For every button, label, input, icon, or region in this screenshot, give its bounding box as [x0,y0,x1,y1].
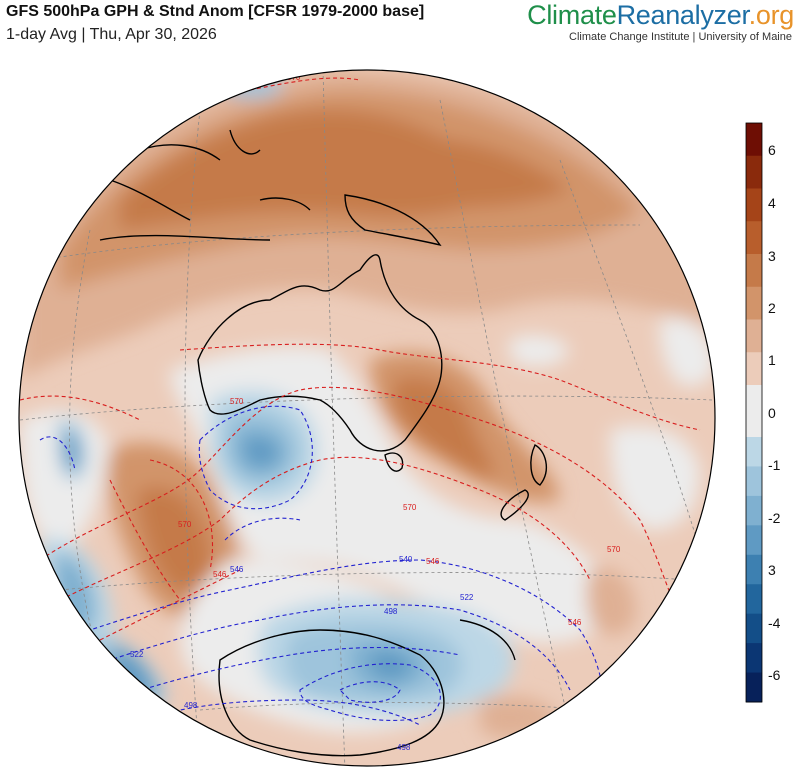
colorbar-segment [746,286,762,320]
brand-climate: Climate [527,0,617,30]
colorbar-tick-label: 6 [768,142,776,158]
contour-label: 546 [230,565,244,574]
colorbar-segment [746,254,762,288]
colorbar-tick-label: -1 [768,457,781,473]
anomaly-field: 570 570 570 546 546 570 546 570 546 540 … [19,70,715,766]
colorbar-segment [746,643,762,674]
contour-label: 498 [384,607,398,616]
contour-label: 570 [230,397,244,406]
contour-label: 498 [397,743,411,752]
colorbar-segment [746,584,762,615]
colorbar-tick-label: -4 [768,615,781,631]
colorbar-segment [746,155,762,189]
blue-contours [39,405,605,741]
colorbar-segment [746,554,762,585]
contour-label: 546 [426,557,440,566]
brand-reanalyzer: Reanalyzer [616,0,749,30]
brand-tagline: Climate Change Institute | University of… [569,31,792,43]
contour-label: 498 [184,701,198,710]
colorbar-tick-label: 4 [768,195,776,211]
contour-label: 570 [403,503,417,512]
colorbar-segment [746,221,762,255]
colorbar [745,122,763,703]
colorbar-tick-label: 2 [768,300,776,316]
colorbar-segment [746,466,762,497]
contour-label: 570 [607,545,621,554]
colorbar-segment [746,613,762,644]
colorbar-segment [746,437,762,467]
contour-label: 522 [130,650,144,659]
colorbar-tick-label: 3 [768,562,776,578]
globe-outline [18,69,716,767]
colorbar-segment [746,188,762,222]
map-subtitle: 1-day Avg | Thu, Apr 30, 2026 [6,26,217,43]
map-title: GFS 500hPa GPH & Stnd Anom [CFSR 1979-20… [6,3,425,20]
brand-org: .org [748,0,795,30]
colorbar-frame [745,122,763,703]
contour-label: 522 [460,593,474,602]
colorbar-segment [746,352,762,386]
contour-label: 546 [213,570,227,579]
red-contours [19,77,701,641]
contour-label: 546 [568,618,582,627]
colorbar-segment [746,525,762,556]
contour-label: 570 [178,520,192,529]
colorbar-segment [746,495,762,526]
colorbar-tick-label: 1 [768,352,776,368]
contour-label: 540 [399,555,413,564]
brand-logo[interactable]: ClimateReanalyzer.org [527,0,794,31]
colorbar-segment [746,385,762,437]
colorbar-tick-label: -2 [768,510,781,526]
colorbar-segment [746,319,762,353]
colorbar-tick-label: -6 [768,667,781,683]
colorbar-segment [746,672,762,703]
colorbar-tick-label: 3 [768,248,776,264]
colorbar-segment [746,123,762,157]
colorbar-tick-label: 0 [768,405,776,421]
